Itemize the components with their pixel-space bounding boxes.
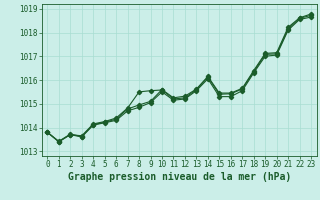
X-axis label: Graphe pression niveau de la mer (hPa): Graphe pression niveau de la mer (hPa) (68, 172, 291, 182)
